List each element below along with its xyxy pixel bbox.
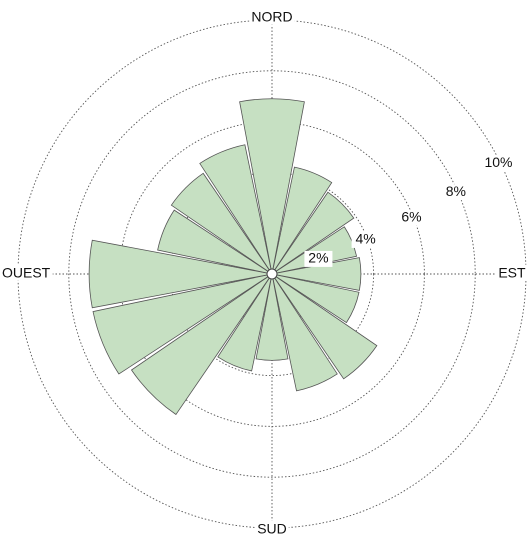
- tick-label-bg: [484, 155, 513, 172]
- direction-label: EST: [498, 265, 526, 281]
- tick-label-bg: [351, 231, 380, 248]
- center: [266, 268, 278, 280]
- sector: [199, 144, 273, 275]
- sector: [92, 273, 273, 375]
- r-tick-label: 10%: [484, 154, 512, 170]
- sector: [271, 257, 362, 291]
- direction-label: NORD: [251, 9, 292, 25]
- sector: [217, 273, 273, 372]
- sector: [157, 209, 273, 275]
- grid-ring: [68, 70, 476, 478]
- direction-label-bg: [249, 8, 295, 25]
- direction-label-bg: [255, 520, 289, 537]
- r-tick-label: 2%: [308, 250, 328, 266]
- direction-label: OUEST: [2, 265, 51, 281]
- r-tick-label: 8%: [446, 183, 466, 199]
- tick-label-bg: [441, 184, 470, 201]
- direction-label-bg: [0, 264, 53, 281]
- r-tick-label: 4%: [355, 231, 375, 247]
- sector: [271, 273, 338, 392]
- sector: [271, 273, 378, 380]
- direction-label-bg: [496, 264, 528, 281]
- direction-label: SUD: [257, 521, 287, 537]
- tick-label-bg: [304, 250, 333, 267]
- sector: [255, 273, 289, 361]
- r-tick-label: 6%: [401, 208, 421, 224]
- sector: [271, 166, 333, 275]
- sector: [239, 98, 305, 275]
- sector: [130, 273, 273, 416]
- sector: [88, 239, 273, 309]
- sector: [271, 273, 360, 324]
- sector: [170, 172, 273, 275]
- tick-label-bg: [397, 209, 426, 226]
- sector: [271, 191, 355, 275]
